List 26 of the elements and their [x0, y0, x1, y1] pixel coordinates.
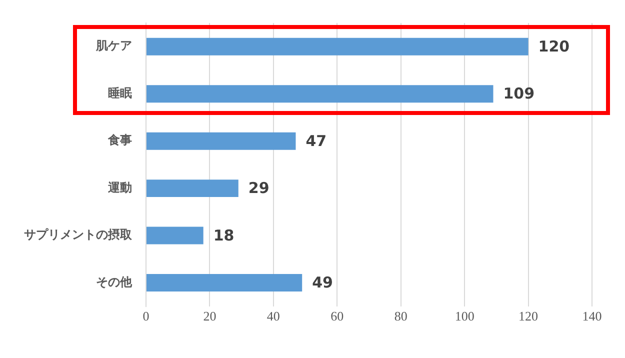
x-tick-label: 120	[518, 308, 538, 324]
x-tick-label: 40	[266, 308, 280, 324]
data-label: 120	[538, 38, 570, 56]
y-tick-label: その他	[96, 274, 133, 289]
bar	[146, 132, 296, 150]
bar	[146, 38, 528, 56]
x-tick-label: 100	[454, 308, 474, 324]
x-tick-label: 80	[394, 308, 408, 324]
x-tick-label: 20	[203, 308, 216, 324]
data-label: 49	[312, 274, 333, 292]
data-label: 29	[248, 179, 270, 198]
bar	[146, 85, 494, 103]
y-tick-label: 肌ケア	[95, 38, 132, 53]
data-label: 109	[503, 84, 535, 103]
x-tick-label: 140	[582, 308, 602, 324]
y-tick-label: 睡眠	[108, 86, 132, 100]
y-tick-label: サプリメントの摂取	[24, 228, 133, 242]
y-tick-label: 運動	[107, 180, 132, 194]
bar	[146, 274, 302, 292]
y-tick-label: 食事	[107, 133, 132, 148]
data-label: 47	[306, 132, 327, 150]
bar	[146, 226, 204, 244]
x-tick-label: 60	[330, 308, 344, 324]
bar	[146, 180, 238, 198]
x-tick-label: 0	[142, 308, 150, 324]
data-label: 18	[213, 226, 234, 244]
